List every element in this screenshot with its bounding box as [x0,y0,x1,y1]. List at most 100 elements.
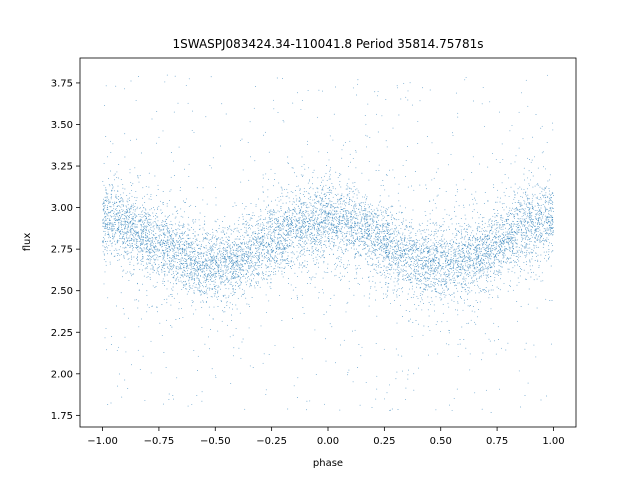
data-point [507,342,509,344]
data-point [479,268,481,269]
data-point [266,234,268,236]
data-point [149,248,151,250]
data-point [206,284,207,286]
data-point [352,196,354,198]
data-point [162,403,164,405]
data-point [250,256,252,258]
data-point [405,387,407,389]
data-point [329,174,331,176]
data-point [513,222,515,224]
data-point [517,239,519,241]
data-point [402,255,404,257]
data-point [535,225,536,227]
data-point [410,231,412,233]
data-point [194,264,196,266]
data-point [241,265,243,266]
data-point [480,276,482,278]
data-point [205,238,207,240]
data-point [288,197,290,199]
data-point [167,217,169,219]
data-point [540,280,542,282]
data-point [423,291,425,293]
data-point [183,248,185,250]
data-point [428,286,430,288]
data-point [204,279,206,281]
data-point [105,192,107,194]
data-point [357,221,359,223]
data-point [228,257,230,259]
data-point [416,264,418,266]
data-point [338,230,340,232]
data-point [302,218,304,220]
data-point [422,252,424,254]
data-point [233,228,235,230]
data-point [179,232,181,234]
data-point [315,195,317,197]
data-point [243,248,245,250]
data-point [247,277,249,279]
data-point [122,238,123,240]
data-point [488,254,490,256]
data-point [363,240,365,242]
data-point [200,275,202,277]
data-point [299,197,301,199]
data-point [539,237,541,238]
data-point [512,220,514,222]
data-point [198,260,200,262]
data-point [523,220,525,222]
data-point [181,288,183,290]
data-point [427,250,429,252]
data-point [532,218,534,220]
data-point [318,249,320,251]
data-point [177,250,179,252]
data-point [405,257,407,259]
data-point [512,234,514,236]
data-point [141,233,143,235]
data-point [193,273,195,275]
data-point [385,255,387,257]
data-point [193,229,195,231]
data-point [176,274,177,275]
data-point [201,400,203,402]
data-point [541,187,543,189]
data-point [226,246,228,248]
data-point [454,236,456,238]
data-point [333,263,335,265]
data-point [476,266,478,268]
data-point [469,353,471,355]
data-point [328,211,330,213]
data-point [381,245,383,246]
data-point [376,216,378,218]
data-point [423,242,425,244]
data-point [530,179,531,181]
data-point [255,268,257,270]
data-point [125,215,127,217]
data-point [184,245,186,247]
data-point [319,221,321,223]
data-point [418,259,420,261]
data-point [336,232,338,234]
data-point [180,224,182,226]
data-point [150,268,152,270]
data-point [164,274,165,276]
data-point [354,203,356,205]
data-point [332,187,334,189]
data-point [305,204,307,206]
data-point [434,259,436,261]
data-point [452,134,454,136]
data-point [476,259,478,261]
data-point [424,251,426,253]
data-point [500,236,502,238]
data-point [300,226,302,228]
data-point [146,236,148,238]
data-point [510,280,511,282]
data-point [377,224,379,225]
data-point [116,349,118,351]
data-point [348,220,350,221]
data-point [237,274,239,276]
data-point [190,264,192,266]
data-point [237,268,238,270]
data-point [102,240,104,242]
data-point [528,288,530,290]
data-point [391,219,392,220]
